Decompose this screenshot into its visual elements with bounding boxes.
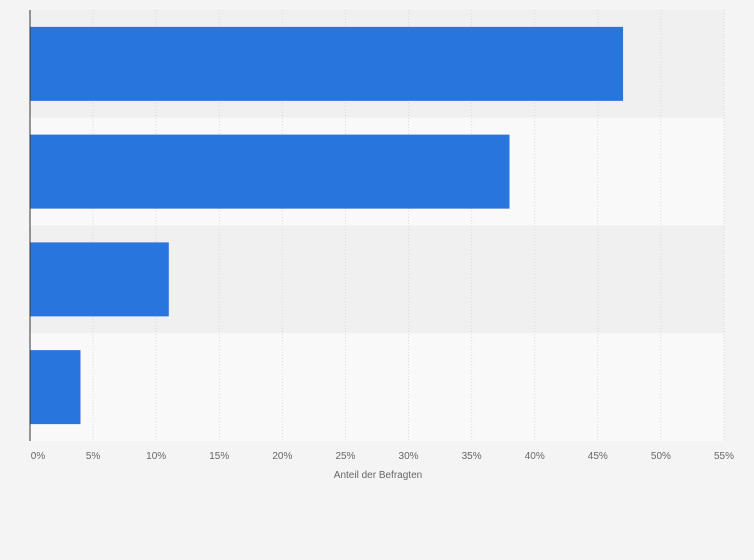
x-tick-label: 50% [651, 451, 671, 462]
x-tick-label: 20% [272, 451, 292, 462]
x-axis-title: Anteil der Befragten [334, 470, 422, 481]
x-tick-label: 5% [86, 451, 101, 462]
bar [30, 26, 624, 101]
x-tick-label: 0% [31, 451, 46, 462]
x-tick-label: 40% [525, 451, 545, 462]
x-tick-label: 10% [146, 451, 166, 462]
x-tick-label: 55% [714, 451, 734, 462]
x-tick-label: 45% [588, 451, 608, 462]
x-tick-labels: 0% 5% 10% 15% 20% 25% 30% 35% 40% 45% 50% 55% [31, 451, 734, 462]
x-tick-label: 30% [399, 451, 419, 462]
bar [30, 134, 510, 209]
x-tick-label: 35% [462, 451, 482, 462]
x-tick-label: 15% [209, 451, 229, 462]
x-tick-label: 25% [335, 451, 355, 462]
bars [30, 26, 624, 425]
bar [30, 350, 81, 425]
bar [30, 242, 169, 317]
row-band [30, 333, 724, 441]
